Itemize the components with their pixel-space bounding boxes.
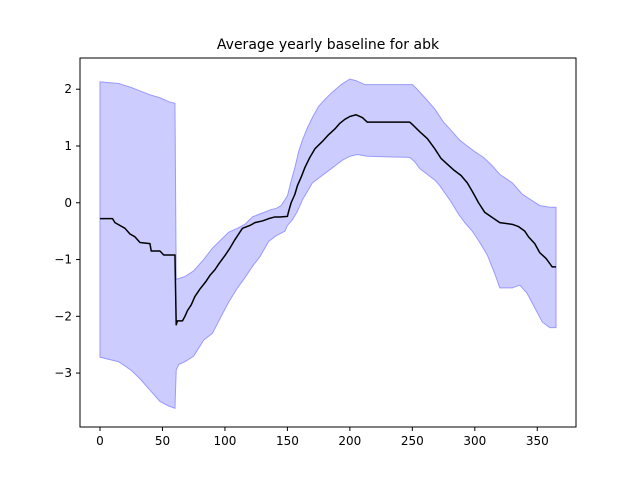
y-tick-label: −3 (54, 366, 72, 380)
x-tick-label: 100 (213, 434, 236, 448)
x-tick-label: 300 (463, 434, 486, 448)
plot-frame (79, 57, 577, 428)
y-tick-label: 0 (64, 196, 72, 210)
chart-title: Average yearly baseline for abk (217, 37, 440, 53)
y-tick-label: −2 (54, 309, 72, 323)
y-tick-label: 2 (64, 82, 72, 96)
x-tick-label: 150 (276, 434, 299, 448)
x-tick-label: 250 (401, 434, 424, 448)
x-tick-label: 50 (155, 434, 170, 448)
mean-line (99, 114, 557, 326)
x-tick-label: 350 (526, 434, 549, 448)
x-tick-label: 0 (96, 434, 104, 448)
y-tick-label: 1 (64, 139, 72, 153)
y-tick-label: −1 (54, 253, 72, 267)
confidence-band (99, 78, 557, 409)
x-tick-label: 200 (338, 434, 361, 448)
